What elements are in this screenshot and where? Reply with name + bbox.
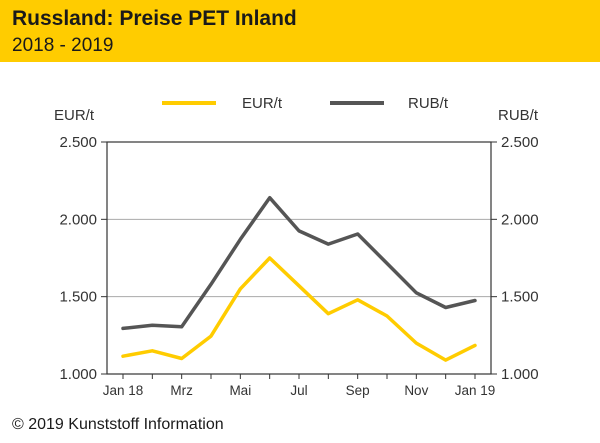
y-axes: 1.000 1.000 1.500 1.500 2.000 2.000 2.500 2.500 — [59, 134, 538, 383]
legend-label-rub: RUB/t — [408, 95, 449, 112]
x-tick-label: Nov — [404, 383, 428, 398]
x-tick-label: Jan 19 — [455, 383, 496, 398]
y-tick-label-right: 1.000 — [501, 366, 539, 383]
y-tick-label-right: 2.000 — [501, 211, 539, 228]
legend: EUR/t RUB/t — [162, 95, 449, 112]
y-tick-label-left: 1.500 — [59, 289, 97, 306]
series-line-eur — [121, 256, 477, 362]
copyright-footer: © 2019 Kunststoff Information — [12, 416, 224, 433]
x-tick-label: Jul — [290, 383, 307, 398]
y-axis-label-right: RUB/t — [498, 107, 539, 124]
x-tick-label: Sep — [346, 383, 370, 398]
x-tick-label: Jan 18 — [103, 383, 144, 398]
y-tick-label-left: 2.000 — [59, 211, 97, 228]
y-tick-label-left: 2.500 — [59, 134, 97, 151]
plot-frame — [106, 141, 492, 375]
y-axis-label-left: EUR/t — [54, 107, 95, 124]
header-band: Russland: Preise PET Inland 2018 - 2019 — [0, 0, 600, 62]
x-axis: Jan 18 Mrz Mai Jul Sep Nov Jan 19 — [103, 374, 496, 398]
chart-title: Russland: Preise PET Inland — [12, 7, 297, 30]
x-tick-label: Mai — [229, 383, 251, 398]
y-tick-label-right: 1.500 — [501, 289, 539, 306]
y-tick-label-left: 1.000 — [59, 366, 97, 383]
chart-subtitle: 2018 - 2019 — [12, 35, 114, 56]
series-lines — [121, 195, 477, 362]
y-tick-label-right: 2.500 — [501, 134, 539, 151]
x-tick-label: Mrz — [170, 383, 193, 398]
legend-label-eur: EUR/t — [242, 95, 283, 112]
series-line-rub — [121, 195, 477, 331]
